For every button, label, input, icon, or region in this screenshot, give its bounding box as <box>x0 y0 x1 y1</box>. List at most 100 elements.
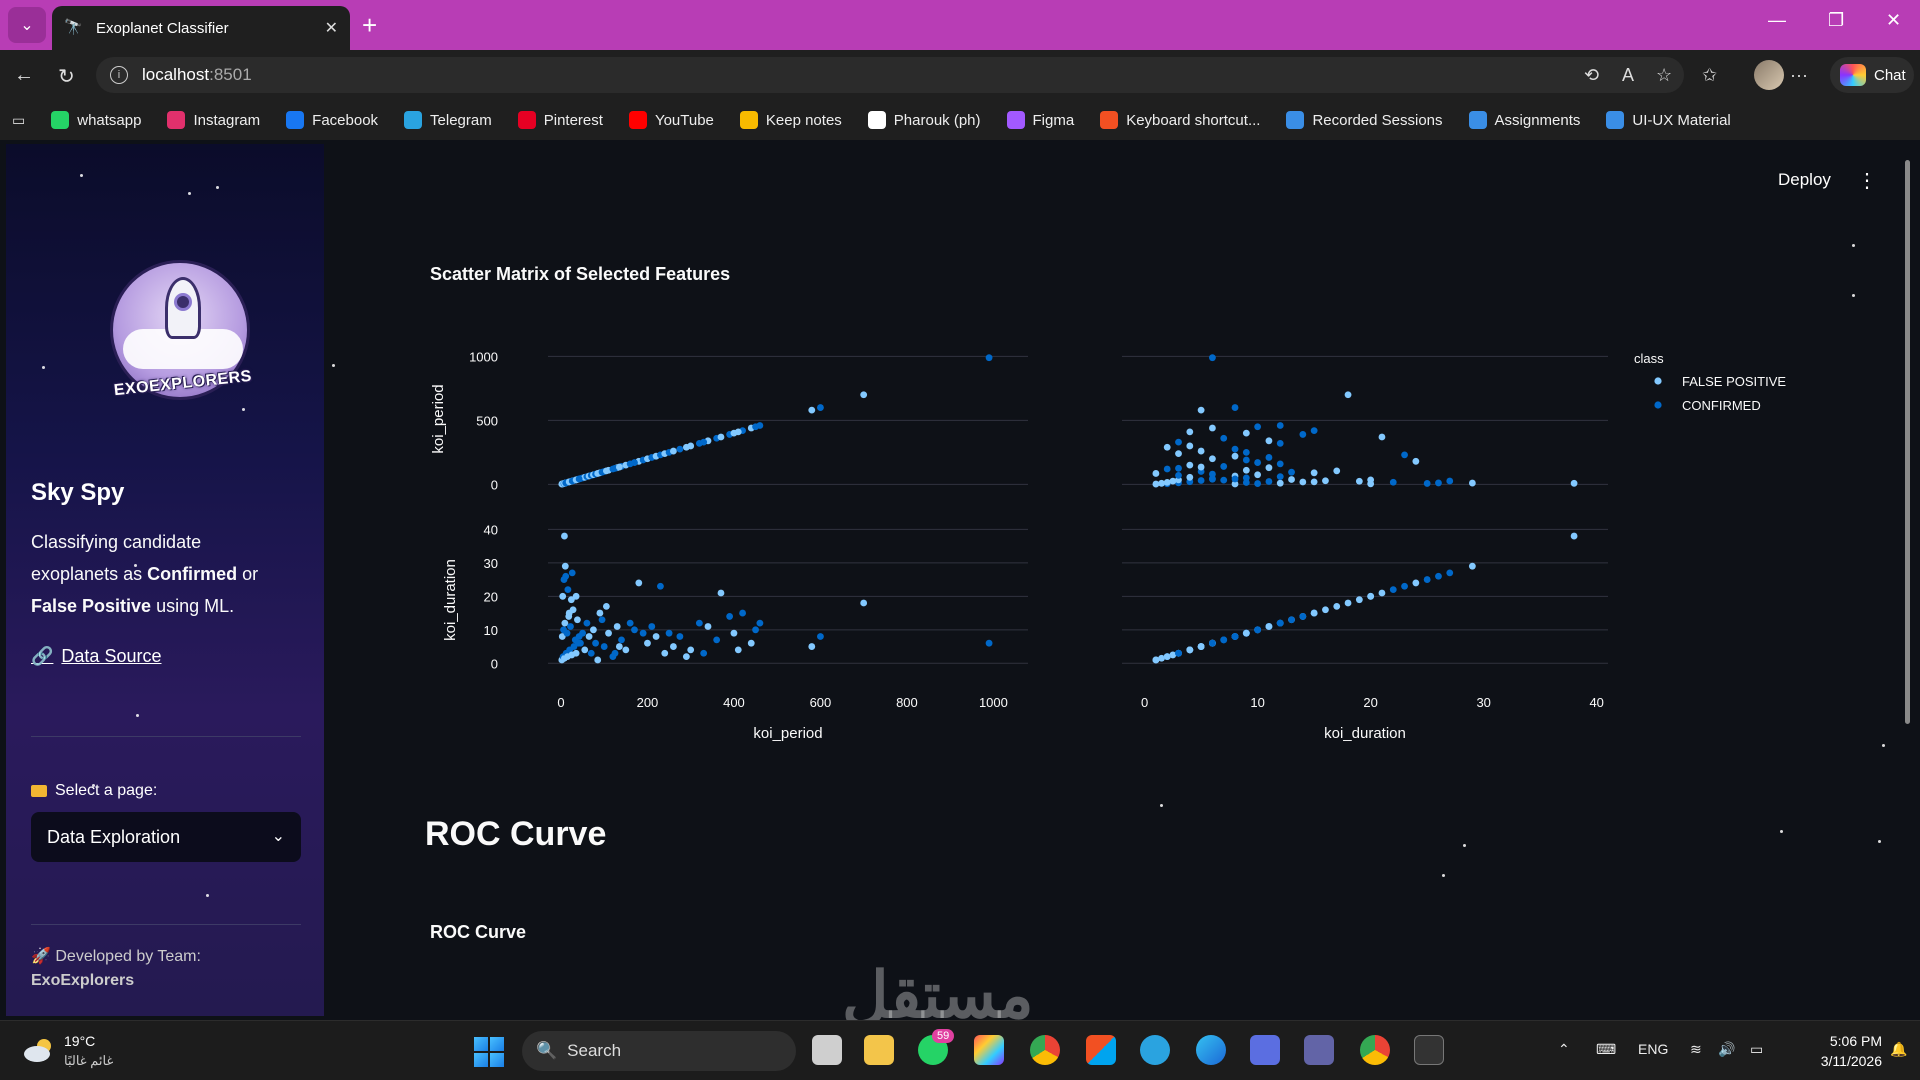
browser-title-bar: ⌄ 🔭 Exoplanet Classifier ✕ + — ❐ ✕ <box>0 0 1920 50</box>
deploy-button[interactable]: Deploy <box>1778 170 1831 189</box>
onedrive-icon <box>1606 111 1625 129</box>
search-icon: 🔍 <box>536 1041 558 1060</box>
bookmark-figma[interactable]: Figma <box>1006 111 1074 129</box>
youtube-icon <box>628 111 647 129</box>
close-window-icon[interactable]: ✕ <box>1886 10 1902 30</box>
tab-search-icon[interactable]: ▭ <box>12 111 26 128</box>
copilot-icon[interactable] <box>974 1035 1004 1065</box>
clock-date[interactable]: 3/11/2026 <box>1820 1053 1882 1069</box>
sidebar-divider <box>31 736 301 737</box>
telegram-icon[interactable] <box>1140 1035 1170 1065</box>
exoexplorers-logo: EXOEXPLORERS <box>110 260 253 400</box>
copilot-icon <box>1840 64 1866 86</box>
main-menu-icon[interactable]: ⋮ <box>1857 170 1877 192</box>
sidebar: EXOEXPLORERS Sky Spy Classifying candida… <box>6 144 324 1016</box>
bookmark-instagram[interactable]: Instagram <box>167 111 260 129</box>
taskbar-search[interactable]: 🔍 Search <box>522 1031 796 1071</box>
copilot-app-icon[interactable] <box>1250 1035 1280 1065</box>
more-options-icon[interactable]: ··· <box>1790 65 1808 85</box>
new-tab-button[interactable]: + <box>362 10 378 40</box>
terminal-icon[interactable] <box>1414 1035 1444 1065</box>
team-name: ExoExplorers <box>31 972 135 989</box>
bookmark-youtube[interactable]: YouTube <box>628 111 714 129</box>
tab-actions-menu-button[interactable]: ⌄ <box>8 7 46 43</box>
favorite-star-icon[interactable]: ☆ <box>1656 65 1673 85</box>
app-description: Classifying candidate exoplanets as Conf… <box>31 532 259 616</box>
bookmarks-bar: ▭ whatsapp Instagram Facebook Telegram Pinte… <box>0 100 1920 140</box>
microsoft-store-icon[interactable] <box>1086 1035 1116 1065</box>
page-scrollbar[interactable] <box>1902 144 1912 1016</box>
link-icon: 🔗 <box>31 646 54 666</box>
file-explorer-icon[interactable] <box>864 1035 894 1065</box>
address-bar[interactable]: i localhost:8501 <box>96 57 1684 93</box>
telegram-icon <box>404 111 423 129</box>
data-source-link[interactable]: 🔗 Data Source <box>31 646 161 667</box>
microsoft-icon <box>1100 111 1119 129</box>
copilot-chat-button[interactable]: Chat <box>1830 57 1914 93</box>
bookmark-pinterest[interactable]: Pinterest <box>517 111 603 129</box>
team-label: 🚀 Developed by Team: <box>31 948 201 965</box>
language-indicator[interactable]: ENG <box>1638 1041 1669 1057</box>
profile-avatar[interactable] <box>1754 60 1784 90</box>
read-aloud-icon[interactable]: A <box>1622 65 1635 85</box>
bookmark-pharouk-ph[interactable]: Pharouk (ph) <box>867 111 981 129</box>
browser-tab[interactable]: 🔭 Exoplanet Classifier ✕ <box>52 6 350 50</box>
keyboard-icon[interactable]: ⌨ <box>1596 1041 1617 1057</box>
taskbar-search-label: Search <box>567 1041 622 1060</box>
scatter-matrix-title: Scatter Matrix of Selected Features <box>430 264 731 284</box>
bookmark-whatsapp[interactable]: whatsapp <box>51 111 141 129</box>
clock-time[interactable]: 5:06 PM <box>1829 1033 1882 1049</box>
close-tab-icon[interactable]: ✕ <box>324 20 338 37</box>
start-button[interactable] <box>474 1037 504 1067</box>
bookmark-telegram[interactable]: Telegram <box>404 111 492 129</box>
teams-icon[interactable] <box>1304 1035 1334 1065</box>
onedrive-icon <box>1286 111 1305 129</box>
bookmark-keep-notes[interactable]: Keep notes <box>739 111 842 129</box>
roc-chart-title: ROC Curve <box>430 922 527 942</box>
chrome-icon[interactable] <box>1030 1035 1060 1065</box>
app-title: Sky Spy <box>31 479 125 506</box>
edge-icon[interactable] <box>1196 1035 1226 1065</box>
watermark: مستقل <box>842 959 1034 1031</box>
facebook-icon <box>286 111 305 129</box>
bookmark-ui-ux-material[interactable]: UI-UX Material <box>1606 111 1731 129</box>
instagram-icon <box>167 111 186 129</box>
page-select-label: Select a page: <box>31 782 157 800</box>
bookmark-keyboard-shortcut[interactable]: Keyboard shortcut... <box>1100 111 1260 129</box>
restore-icon[interactable]: ❐ <box>1828 10 1845 30</box>
favorites-icon[interactable]: ✩ <box>1702 65 1718 85</box>
bookmark-recorded-sessions[interactable]: Recorded Sessions <box>1286 111 1443 129</box>
streamlit-app: EXOEXPLORERS Sky Spy Classifying candida… <box>6 144 1914 1016</box>
sidebar-divider <box>31 924 301 925</box>
weather-description[interactable]: غائم غالبًا <box>64 1053 114 1068</box>
volume-icon[interactable]: 🔊 <box>1718 1041 1736 1057</box>
logo-text: EXOEXPLORERS <box>113 367 253 400</box>
translate-icon[interactable]: ⟲ <box>1584 65 1600 85</box>
chevron-down-icon: ⌄ <box>20 17 34 34</box>
weather-temperature[interactable]: 19°C <box>64 1033 96 1049</box>
chrome-profile-icon[interactable] <box>1360 1035 1390 1065</box>
task-view-icon[interactable] <box>812 1035 842 1065</box>
notifications-icon[interactable]: 🔔 <box>1890 1041 1908 1057</box>
minimize-icon[interactable]: — <box>1768 10 1786 30</box>
page-icon <box>867 111 886 129</box>
main-content: Deploy ⋮ <box>324 144 1914 1016</box>
windows-taskbar: 19°C غائم غالبًا 🔍 Search 59 ⌃ ⌨ ENG ≋ 🔊… <box>0 1020 1920 1080</box>
url-host: localhost <box>142 65 210 84</box>
page-select[interactable]: Data Exploration ⌄ <box>31 812 301 862</box>
battery-icon[interactable]: ▭ <box>1750 1041 1764 1057</box>
whatsapp-icon <box>51 111 70 129</box>
notification-badge: 59 <box>932 1029 955 1043</box>
wifi-icon[interactable]: ≋ <box>1690 1041 1702 1057</box>
weather-cloud-icon[interactable] <box>22 1037 56 1063</box>
telescope-icon: 🔭 <box>64 19 83 36</box>
chat-label: Chat <box>1874 66 1906 84</box>
site-info-icon[interactable]: i <box>110 66 128 84</box>
reload-icon[interactable]: ↻ <box>58 66 75 88</box>
url-port: :8501 <box>209 65 252 84</box>
back-icon[interactable]: ← <box>14 64 34 86</box>
chevron-up-icon[interactable]: ⌃ <box>1558 1041 1570 1057</box>
bookmark-facebook[interactable]: Facebook <box>286 111 378 129</box>
bookmark-assignments[interactable]: Assignments <box>1468 111 1580 129</box>
tab-title: Exoplanet Classifier <box>96 19 229 37</box>
